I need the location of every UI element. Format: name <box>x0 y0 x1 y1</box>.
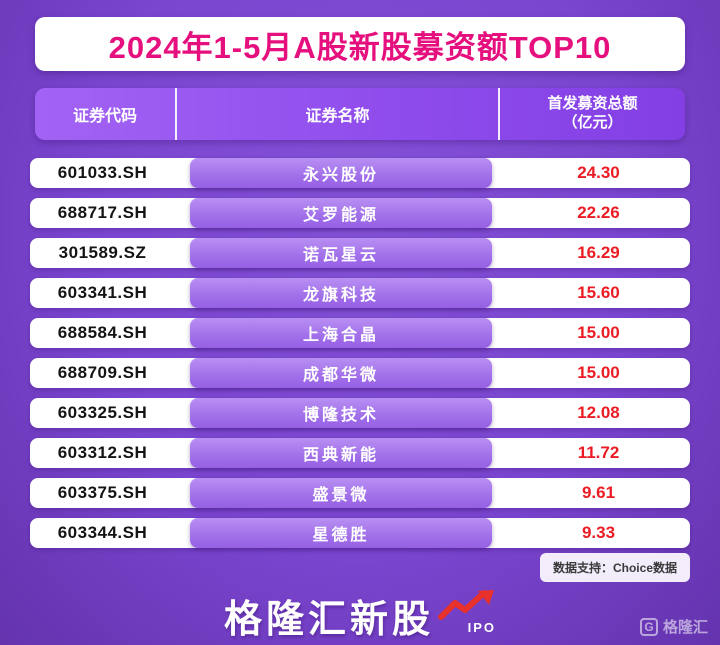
table-row: 688717.SH 艾罗能源 22.26 <box>30 198 690 228</box>
raise-amount: 15.00 <box>577 323 620 342</box>
brand-name: 格隆汇新股 <box>223 599 434 641</box>
stock-code: 603344.SH <box>57 523 148 542</box>
watermark-logo-icon: G <box>639 617 658 636</box>
stock-arrow-icon <box>438 590 494 620</box>
table-row: 603312.SH 西典新能 11.72 <box>30 438 690 468</box>
stock-code: 688709.SH <box>57 363 148 382</box>
stock-code: 603375.SH <box>57 483 148 502</box>
raise-amount: 22.26 <box>577 203 620 222</box>
stock-name: 博隆技术 <box>190 398 492 428</box>
table-row: 603325.SH 博隆技术 12.08 <box>30 398 690 428</box>
header-col-amount-line2: （亿元） <box>562 114 623 131</box>
brand-logo: 格隆汇新股 IPO <box>0 588 720 643</box>
stock-name: 星德胜 <box>190 518 492 548</box>
header-col-name: 证券名称 <box>175 88 500 140</box>
header-col-amount: 首发募资总额 （亿元） <box>500 88 685 140</box>
table-row: 601033.SH 永兴股份 24.30 <box>30 158 690 188</box>
header-col-code: 证券代码 <box>72 108 137 125</box>
raise-amount: 12.08 <box>577 403 620 422</box>
stock-name: 成都华微 <box>190 358 492 388</box>
stock-code: 688584.SH <box>57 323 148 342</box>
stock-name: 西典新能 <box>190 438 492 468</box>
stock-name: 龙旗科技 <box>190 278 492 308</box>
stock-name: 上海合晶 <box>190 318 492 348</box>
stock-code: 688717.SH <box>57 203 148 222</box>
brand-ipo-label: IPO <box>467 620 496 635</box>
stock-name: 盛景微 <box>190 478 492 508</box>
stock-code: 603312.SH <box>57 443 148 462</box>
table-row: 603375.SH 盛景微 9.61 <box>30 478 690 508</box>
table-row: 688709.SH 成都华微 15.00 <box>30 358 690 388</box>
stock-code: 603325.SH <box>57 403 148 422</box>
raise-amount: 24.30 <box>577 163 620 182</box>
raise-amount: 9.33 <box>581 523 616 542</box>
page-title: 2024年1-5月A股新股募资额TOP10 <box>108 29 612 65</box>
stock-code: 601033.SH <box>57 163 148 182</box>
stock-code: 301589.SZ <box>58 243 147 262</box>
stock-name: 永兴股份 <box>190 158 492 188</box>
watermark-brand: 格隆汇 <box>662 619 708 636</box>
watermark: G 格隆汇 <box>639 616 708 637</box>
stock-code: 603341.SH <box>57 283 148 302</box>
table-header: 证券代码 证券名称 首发募资总额 （亿元） <box>35 88 685 140</box>
raise-amount: 11.72 <box>577 443 620 462</box>
table-row: 603344.SH 星德胜 9.33 <box>30 518 690 548</box>
table-row: 301589.SZ 诺瓦星云 16.29 <box>30 238 690 268</box>
header-col-amount-line1: 首发募资总额 <box>547 95 638 113</box>
stock-name: 艾罗能源 <box>190 198 492 228</box>
data-source-note: 数据支持：Choice数据 <box>539 553 690 582</box>
raise-amount: 9.61 <box>581 483 616 502</box>
raise-amount: 15.00 <box>577 363 620 382</box>
raise-amount: 15.60 <box>577 283 620 302</box>
stock-name: 诺瓦星云 <box>190 238 492 268</box>
raise-amount: 16.29 <box>577 243 620 262</box>
table-body: 601033.SH 永兴股份 24.30 688717.SH 艾罗能源 22.2… <box>30 158 690 558</box>
table-row: 688584.SH 上海合晶 15.00 <box>30 318 690 348</box>
page-title-bar: 2024年1-5月A股新股募资额TOP10 <box>35 17 685 71</box>
table-row: 603341.SH 龙旗科技 15.60 <box>30 278 690 308</box>
